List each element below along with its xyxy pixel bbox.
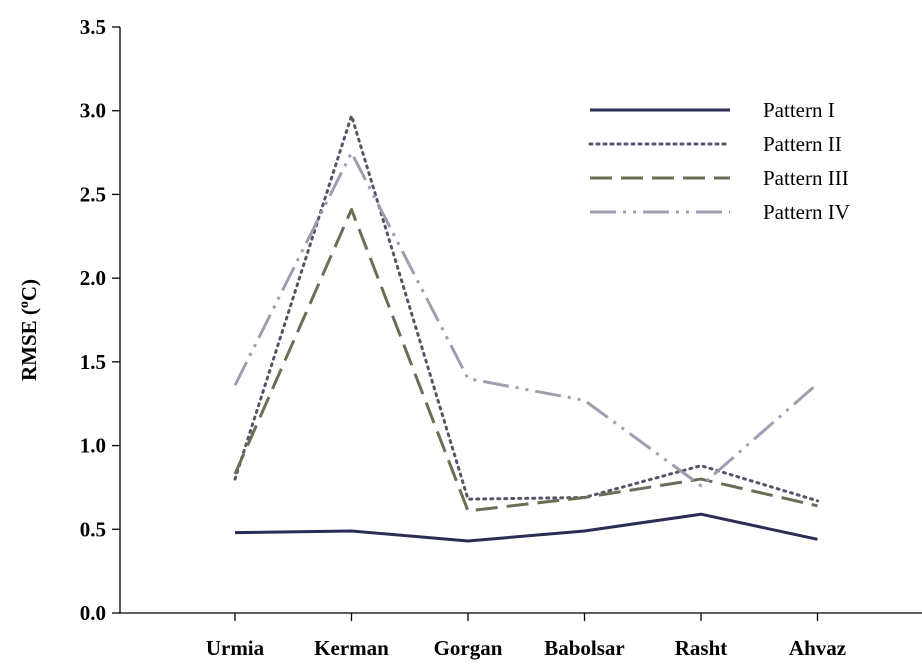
legend-item: Pattern IV [590, 200, 850, 224]
y-tick-label: 3.5 [80, 15, 106, 39]
y-tick-label: 1.0 [80, 434, 106, 458]
legend: Pattern I Pattern II Pattern III Pattern IV [588, 98, 850, 224]
series-line [233, 114, 819, 503]
legend-item: Pattern II [588, 132, 842, 156]
y-tick-label: 0.5 [80, 517, 106, 541]
series-pattern-i [234, 512, 818, 543]
x-axis: Urmia Kerman Gorgan Babolsar Rasht Ahvaz [120, 612, 922, 660]
x-tick-label-urmia: Urmia [206, 636, 265, 660]
series-pattern-ii [233, 114, 819, 503]
y-axis-title: RMSE (oC) [17, 279, 41, 381]
legend-label: Pattern I [763, 98, 835, 122]
legend-item: Pattern III [590, 166, 849, 190]
legend-label: Pattern III [763, 166, 849, 190]
x-tick-label-ahvaz: Ahvaz [789, 636, 846, 660]
series-layer [233, 114, 819, 543]
series-line [233, 151, 819, 488]
legend-item: Pattern I [590, 98, 835, 122]
legend-label: Pattern II [763, 132, 842, 156]
x-tick-label-kerman: Kerman [314, 636, 389, 660]
y-tick-label: 0.0 [80, 601, 106, 625]
y-axis: 0.0 0.5 1.0 1.5 2.0 2.5 3.0 3.5 [80, 15, 121, 625]
series-line [233, 207, 818, 513]
series-pattern-iii [233, 207, 818, 513]
y-tick-label: 2.0 [80, 266, 106, 290]
y-tick-label: 3.0 [80, 99, 106, 123]
x-tick-label-babolsar: Babolsar [544, 636, 625, 660]
x-tick-label-gorgan: Gorgan [434, 636, 503, 660]
x-tick-label-rasht: Rasht [675, 636, 728, 660]
y-tick-label: 2.5 [80, 182, 106, 206]
y-tick-label: 1.5 [80, 350, 106, 374]
series-line [234, 512, 818, 543]
legend-label: Pattern IV [763, 200, 850, 224]
series-pattern-iv [233, 151, 819, 488]
